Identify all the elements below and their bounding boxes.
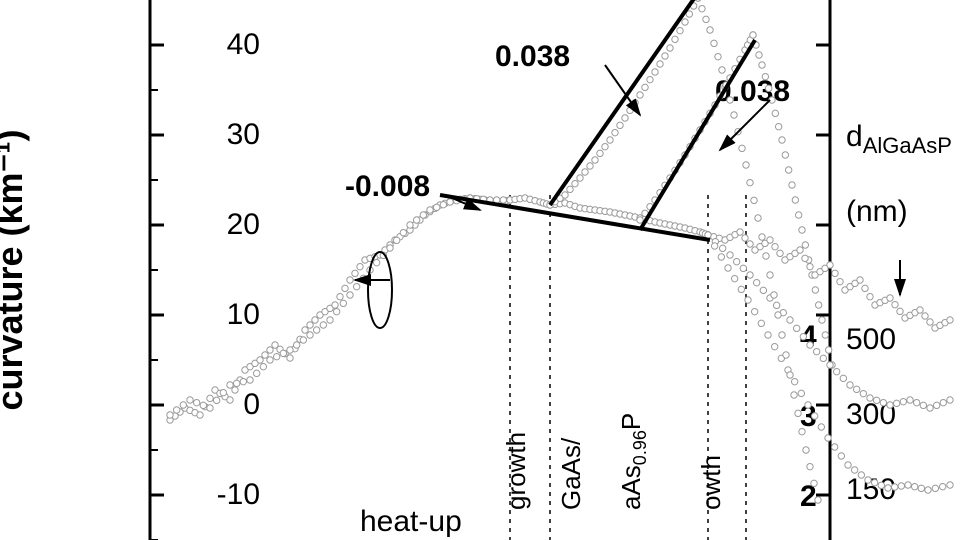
plot-svg: growth GaAs/aAs0.96P owth [0,0,960,540]
svg-text:growth: growth [501,432,531,510]
svg-text:owth: owth [696,455,726,510]
svg-text:GaAs/: GaAs/ [556,437,586,510]
svg-text:aAs0.96P: aAs0.96P [616,413,650,510]
